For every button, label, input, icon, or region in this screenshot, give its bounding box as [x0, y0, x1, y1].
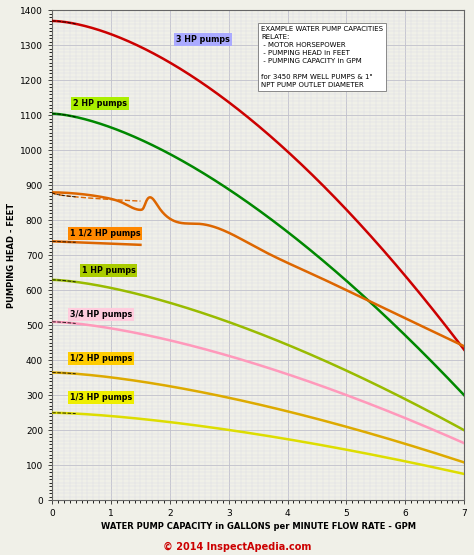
X-axis label: WATER PUMP CAPACITY in GALLONS per MINUTE FLOW RATE - GPM: WATER PUMP CAPACITY in GALLONS per MINUT…: [100, 522, 416, 531]
Text: © 2014 InspectApedia.com: © 2014 InspectApedia.com: [163, 542, 311, 552]
Text: 1/2 HP pumps: 1/2 HP pumps: [70, 354, 132, 363]
Y-axis label: PUMPING HEAD - FEET: PUMPING HEAD - FEET: [7, 203, 16, 308]
Text: 3/4 HP pumps: 3/4 HP pumps: [70, 310, 132, 319]
Text: 3 HP pumps: 3 HP pumps: [176, 34, 229, 44]
Text: 1/3 HP pumps: 1/3 HP pumps: [70, 393, 132, 402]
Text: 2 HP pumps: 2 HP pumps: [73, 99, 127, 108]
Text: 1 1/2 HP pumps: 1 1/2 HP pumps: [70, 229, 140, 238]
Text: 1 HP pumps: 1 HP pumps: [82, 265, 136, 275]
Text: EXAMPLE WATER PUMP CAPACITIES
RELATE:
 - MOTOR HORSEPOWER
 - PUMPING HEAD in FEE: EXAMPLE WATER PUMP CAPACITIES RELATE: - …: [261, 26, 383, 88]
